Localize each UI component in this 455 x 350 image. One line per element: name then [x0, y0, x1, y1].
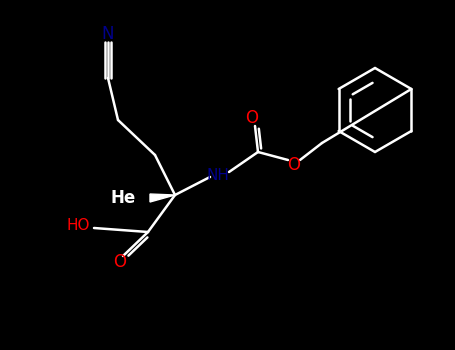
Text: NH: NH	[207, 168, 229, 182]
Text: He: He	[111, 189, 136, 207]
Text: N: N	[102, 25, 114, 43]
Polygon shape	[150, 194, 175, 202]
Text: O: O	[113, 253, 126, 271]
Text: HO: HO	[66, 217, 90, 232]
Text: O: O	[246, 109, 258, 127]
Text: O: O	[288, 156, 300, 174]
